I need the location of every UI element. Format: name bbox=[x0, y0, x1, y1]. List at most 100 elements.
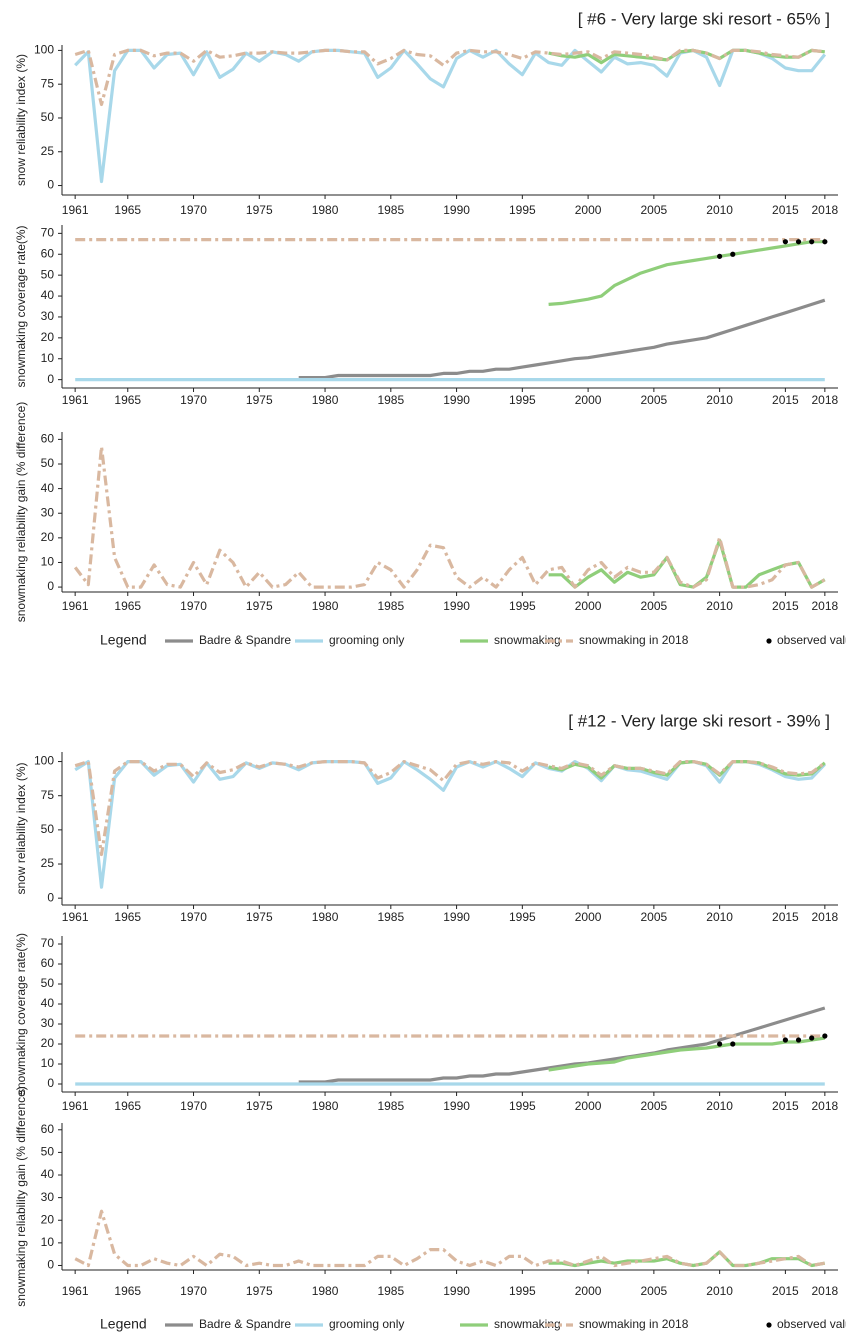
x-tick-label: 2010 bbox=[706, 1099, 733, 1113]
y-tick-label: 0 bbox=[47, 1076, 54, 1090]
legend-label: snowmaking bbox=[494, 1317, 561, 1331]
x-tick-label: 1961 bbox=[62, 1284, 89, 1298]
x-tick-label: 2015 bbox=[772, 599, 799, 613]
x-tick-label: 1995 bbox=[509, 1284, 536, 1298]
x-tick-label: 2005 bbox=[641, 599, 668, 613]
x-tick-label: 1965 bbox=[114, 1099, 141, 1113]
x-tick-label: 1970 bbox=[180, 1284, 207, 1298]
panel-title: [ #12 - Very large ski resort - 39% ] bbox=[568, 711, 830, 730]
x-tick-label: 1961 bbox=[62, 599, 89, 613]
series-line bbox=[548, 240, 825, 306]
x-tick-label: 1961 bbox=[62, 393, 89, 407]
observed-point bbox=[795, 239, 802, 245]
x-tick-label: 1965 bbox=[114, 393, 141, 407]
observed-point bbox=[809, 1035, 815, 1041]
x-tick-label: 1975 bbox=[246, 203, 273, 217]
y-axis-label: snow reliability index (%) bbox=[14, 762, 28, 894]
x-tick-label: 1985 bbox=[377, 1284, 404, 1298]
y-tick-label: 20 bbox=[41, 1212, 55, 1226]
y-tick-label: 50 bbox=[41, 456, 55, 470]
x-tick-label: 2010 bbox=[706, 910, 733, 924]
x-tick-label: 1980 bbox=[312, 599, 339, 613]
legend-label: snowmaking bbox=[494, 633, 561, 647]
x-tick-label: 1990 bbox=[443, 910, 470, 924]
x-tick-label: 1975 bbox=[246, 1284, 273, 1298]
x-tick-label: 2005 bbox=[641, 1284, 668, 1298]
x-tick-label: 2015 bbox=[772, 1099, 799, 1113]
x-tick-label: 1990 bbox=[443, 599, 470, 613]
legend-title: Legend bbox=[100, 1316, 147, 1332]
x-tick-label: 1980 bbox=[312, 1284, 339, 1298]
x-tick-label: 1995 bbox=[509, 393, 536, 407]
x-tick-label: 1975 bbox=[246, 599, 273, 613]
y-tick-label: 75 bbox=[41, 788, 55, 802]
x-tick-label: 2018 bbox=[811, 599, 838, 613]
panel: snowmaking reliability gain (% differenc… bbox=[14, 1086, 838, 1307]
y-tick-label: 25 bbox=[41, 144, 55, 158]
y-tick-label: 60 bbox=[41, 956, 55, 970]
legend-label: Badre & Spandre bbox=[199, 1317, 291, 1331]
y-tick-label: 0 bbox=[47, 890, 54, 904]
y-tick-label: 40 bbox=[41, 481, 55, 495]
observed-point bbox=[730, 251, 736, 257]
x-tick-label: 2005 bbox=[641, 393, 668, 407]
x-tick-label: 1965 bbox=[114, 1284, 141, 1298]
legend-label: snowmaking in 2018 bbox=[579, 633, 689, 647]
series-line bbox=[74, 1209, 826, 1268]
y-tick-label: 30 bbox=[41, 505, 55, 519]
x-tick-label: 1985 bbox=[377, 910, 404, 924]
series-line bbox=[74, 760, 826, 857]
x-tick-label: 1980 bbox=[312, 1099, 339, 1113]
x-tick-label: 1985 bbox=[377, 599, 404, 613]
panel-title: [ #6 - Very large ski resort - 65% ] bbox=[578, 9, 830, 28]
x-tick-label: 1980 bbox=[312, 393, 339, 407]
series-line bbox=[298, 1006, 826, 1084]
y-tick-label: 40 bbox=[41, 996, 55, 1010]
x-tick-label: 2000 bbox=[575, 1284, 602, 1298]
x-tick-label: 1995 bbox=[509, 1099, 536, 1113]
x-tick-label: 1961 bbox=[62, 1099, 89, 1113]
y-tick-label: 40 bbox=[41, 288, 55, 302]
x-tick-label: 2018 bbox=[811, 393, 838, 407]
y-tick-label: 20 bbox=[41, 530, 55, 544]
x-tick-label: 1975 bbox=[246, 910, 273, 924]
x-tick-label: 1961 bbox=[62, 910, 89, 924]
legend-marker bbox=[766, 1322, 772, 1328]
series-line bbox=[548, 1036, 826, 1072]
legend-label: grooming only bbox=[329, 1317, 404, 1331]
x-tick-label: 2000 bbox=[575, 599, 602, 613]
y-tick-label: 0 bbox=[47, 372, 54, 386]
y-tick-label: 50 bbox=[41, 267, 55, 281]
y-tick-label: 50 bbox=[41, 822, 55, 836]
x-tick-label: 2000 bbox=[575, 393, 602, 407]
x-tick-label: 1990 bbox=[443, 203, 470, 217]
x-tick-label: 1970 bbox=[180, 910, 207, 924]
y-tick-label: 60 bbox=[41, 246, 55, 260]
observed-point bbox=[809, 239, 815, 245]
legend-label: grooming only bbox=[329, 633, 404, 647]
x-tick-label: 2005 bbox=[641, 1099, 668, 1113]
x-tick-label: 2018 bbox=[811, 1284, 838, 1298]
y-tick-label: 100 bbox=[34, 43, 54, 57]
y-tick-label: 0 bbox=[47, 1258, 54, 1272]
x-tick-label: 1995 bbox=[509, 599, 536, 613]
y-tick-label: 75 bbox=[41, 76, 55, 90]
y-tick-label: 10 bbox=[41, 351, 55, 365]
x-tick-label: 1995 bbox=[509, 203, 536, 217]
observed-point bbox=[795, 1037, 802, 1043]
x-tick-label: 1990 bbox=[443, 1099, 470, 1113]
x-tick-label: 1970 bbox=[180, 393, 207, 407]
y-tick-label: 30 bbox=[41, 1016, 55, 1030]
x-tick-label: 1975 bbox=[246, 1099, 273, 1113]
x-tick-label: 1965 bbox=[114, 599, 141, 613]
y-tick-label: 0 bbox=[47, 579, 54, 593]
x-tick-label: 2015 bbox=[772, 393, 799, 407]
x-tick-label: 1985 bbox=[377, 393, 404, 407]
x-tick-label: 2018 bbox=[811, 1099, 838, 1113]
series-line bbox=[74, 48, 825, 107]
legend-label: observed value bbox=[777, 1317, 846, 1331]
x-tick-label: 2018 bbox=[811, 910, 838, 924]
legend-label: Badre & Spandre bbox=[199, 633, 291, 647]
y-tick-label: 10 bbox=[41, 1235, 55, 1249]
x-tick-label: 2005 bbox=[641, 203, 668, 217]
